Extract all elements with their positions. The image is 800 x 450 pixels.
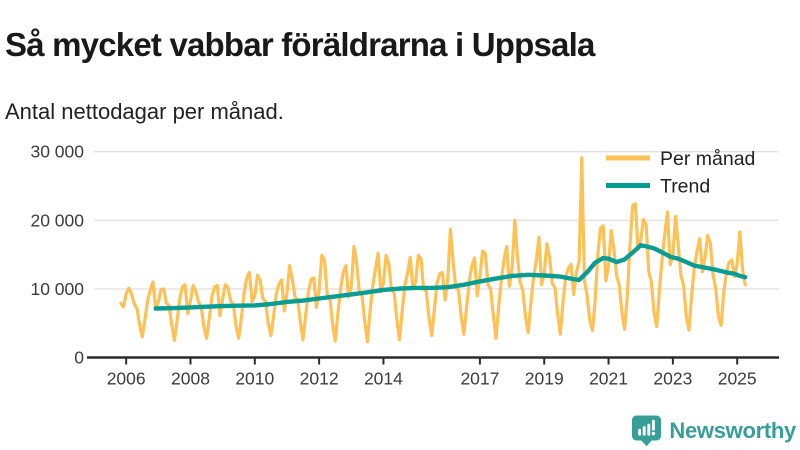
x-axis-label: 2010	[235, 369, 274, 389]
y-axis-label: 10 000	[30, 279, 84, 299]
line-chart: 0 10 000 20 000 30 000 2006 2008 2010 2012 2014 2…	[30, 142, 779, 389]
x-axis-label: 2021	[589, 369, 628, 389]
x-axis-label: 2023	[653, 369, 692, 389]
x-axis-label: 2017	[460, 369, 499, 389]
brand-name: Newsworthy	[669, 417, 796, 443]
y-axis-label: 30 000	[30, 142, 84, 162]
newsworthy-icon	[631, 414, 662, 447]
newsworthy-logo[interactable]: Newsworthy	[631, 414, 796, 447]
legend-label: Per månad	[660, 148, 755, 170]
chart-subtitle: Antal nettodagar per månad.	[5, 99, 284, 124]
series-trend-line	[153, 243, 748, 311]
x-axis-label: 2006	[107, 369, 146, 389]
x-axis-label: 2012	[300, 369, 339, 389]
x-axis-label: 2008	[171, 369, 210, 389]
legend-label: Trend	[660, 176, 710, 198]
chart-title: Så mycket vabbar föräldrarna i Uppsala	[5, 26, 595, 64]
series-per-m-nad-line	[119, 156, 747, 344]
x-axis-label: 2025	[718, 369, 757, 389]
x-axis-label: 2014	[364, 369, 403, 389]
legend-item-per-m-nad: Per månad	[606, 148, 755, 170]
y-axis-label: 0	[74, 348, 84, 368]
x-axis-label: 2019	[525, 369, 564, 389]
legend-item-trend: Trend	[606, 176, 710, 198]
y-axis-label: 20 000	[30, 210, 84, 230]
